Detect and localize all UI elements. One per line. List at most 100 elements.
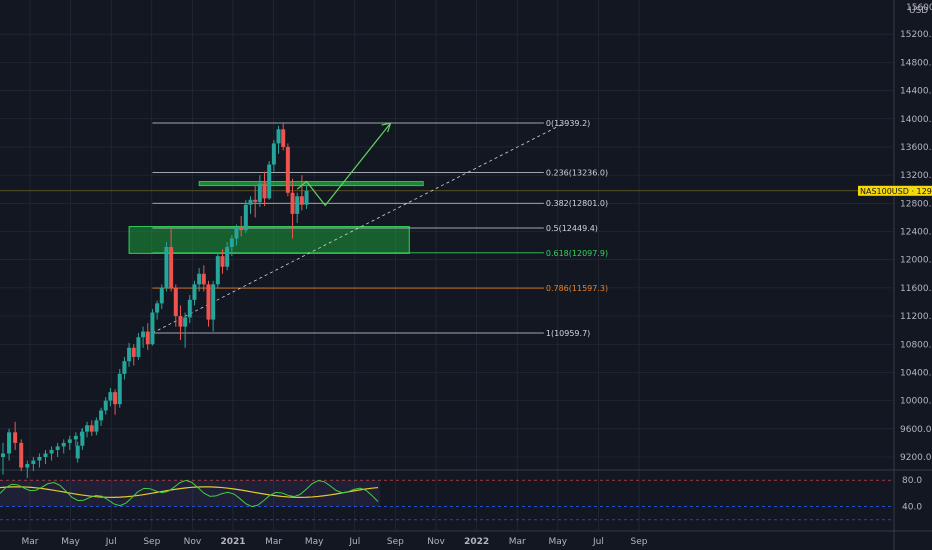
y-tick-label: 10000.0 (900, 397, 932, 407)
candle-body (127, 347, 132, 362)
candle-body (206, 284, 211, 320)
candle-body (285, 146, 290, 193)
candle-body (243, 204, 248, 231)
fib-label-0.382: 0.382(12801.0) (546, 199, 608, 208)
candle-body (173, 287, 178, 317)
rsi-level-label: 40.0 (902, 503, 922, 513)
y-tick-label: 9200.0 (900, 453, 932, 463)
y-tick-label: 13200.0 (900, 171, 932, 181)
candle-body (75, 445, 80, 459)
candle-body (257, 183, 262, 202)
candle-body (215, 256, 220, 285)
rsi-band-fill (0, 480, 380, 507)
x-tick-label: May (548, 537, 567, 547)
candle-body (197, 273, 202, 285)
fib-label-0.786: 0.786(11597.3) (546, 284, 608, 293)
candle-body (220, 256, 225, 267)
y-tick-partial: 15600.0 (906, 3, 932, 13)
x-tick-label: 2022 (464, 537, 489, 547)
rsi-line (0, 479, 379, 508)
price-badge-text: NAS100USD · 12977.6 (860, 187, 932, 196)
candle-body (304, 190, 309, 205)
candle-body (234, 227, 239, 239)
candle-body (229, 238, 234, 248)
candle-body (19, 442, 24, 468)
y-tick-label: 14400.0 (900, 87, 932, 97)
candle-body (159, 287, 164, 304)
candles (1, 123, 309, 479)
price-axis[interactable]: 15600.0USD 15200.0 14800.0 14400.0 14000.0 13… (900, 3, 932, 463)
candle-body (178, 316, 183, 327)
candle-body (1, 453, 5, 457)
y-tick-label: 14800.0 (900, 58, 932, 68)
y-tick-label: 11600.0 (900, 284, 932, 294)
fib-label-0.5: 0.5(12449.4) (546, 224, 598, 233)
candle-body (89, 425, 94, 432)
trendline-layer (152, 122, 565, 334)
candle-body (276, 129, 281, 144)
candle-body (31, 460, 36, 465)
candle-body (37, 457, 42, 461)
x-tick-label: Jul (348, 537, 360, 547)
y-tick-label: 11200.0 (900, 312, 932, 322)
candle-body (49, 449, 54, 454)
fib-label-0: 0(13939.2) (546, 119, 590, 128)
candle-body (164, 247, 169, 288)
x-tick-label: May (61, 537, 80, 547)
resistance-band (198, 181, 424, 187)
candle-body (80, 431, 85, 446)
candle-body (281, 129, 286, 147)
candle-body (113, 392, 118, 405)
candle-body (136, 337, 141, 357)
candle-body (169, 247, 174, 288)
candle-body (13, 432, 18, 443)
y-tick-label: 13600.0 (900, 143, 932, 153)
time-axis[interactable]: Mar May Jul Sep Nov 2021 Mar May Jul Sep Nov 2022 Ma… (22, 537, 648, 547)
x-tick-label: Jul (105, 537, 117, 547)
x-tick-label: Sep (143, 537, 160, 547)
x-tick-label: 2021 (220, 537, 245, 547)
projection-arrowhead (381, 122, 392, 133)
candle-body (67, 439, 72, 443)
y-tick-label: 12400.0 (900, 228, 932, 238)
fib-label-0.236: 0.236(13236.0) (546, 169, 608, 178)
y-tick-label: 14000.0 (900, 115, 932, 125)
candle-body (73, 435, 78, 440)
candle-body (108, 392, 113, 401)
candle-body (267, 164, 272, 199)
x-tick-label: Mar (22, 537, 39, 547)
candle-body (85, 425, 90, 432)
x-tick-label: Sep (387, 537, 404, 547)
y-tick-label: 10800.0 (900, 340, 932, 350)
x-tick-label: Mar (265, 537, 282, 547)
x-tick-label: Nov (427, 537, 445, 547)
fib-label-0.618: 0.618(12097.9) (546, 249, 608, 258)
currency-label: USD (909, 6, 928, 16)
candle-body (145, 331, 150, 345)
zones (0, 181, 894, 254)
candle-body (25, 464, 30, 468)
projection-path (296, 122, 392, 207)
y-tick-label: 15200.0 (900, 30, 932, 40)
y-tick-label: 9600.0 (900, 425, 932, 435)
rsi-level-label: 80.0 (902, 476, 922, 486)
rsi-signal-line (0, 486, 379, 498)
candle-body (299, 196, 304, 205)
candle-body (187, 299, 192, 318)
candle-body (262, 183, 267, 199)
fib-label-1: 1(10959.7) (546, 329, 590, 338)
rsi-pane: 80.0 40.0 (0, 476, 922, 521)
projection-layer (296, 122, 392, 207)
candle-body (61, 442, 66, 447)
price-badge: NAS100USD · 12977.6 (858, 185, 932, 196)
candle-body (7, 432, 12, 454)
x-tick-label: Mar (509, 537, 526, 547)
x-tick-label: Nov (184, 537, 202, 547)
candle-body (201, 273, 206, 285)
x-tick-label: May (305, 537, 324, 547)
y-tick-label: 12000.0 (900, 256, 932, 266)
candle-body (192, 284, 197, 300)
candle-body (117, 373, 122, 405)
